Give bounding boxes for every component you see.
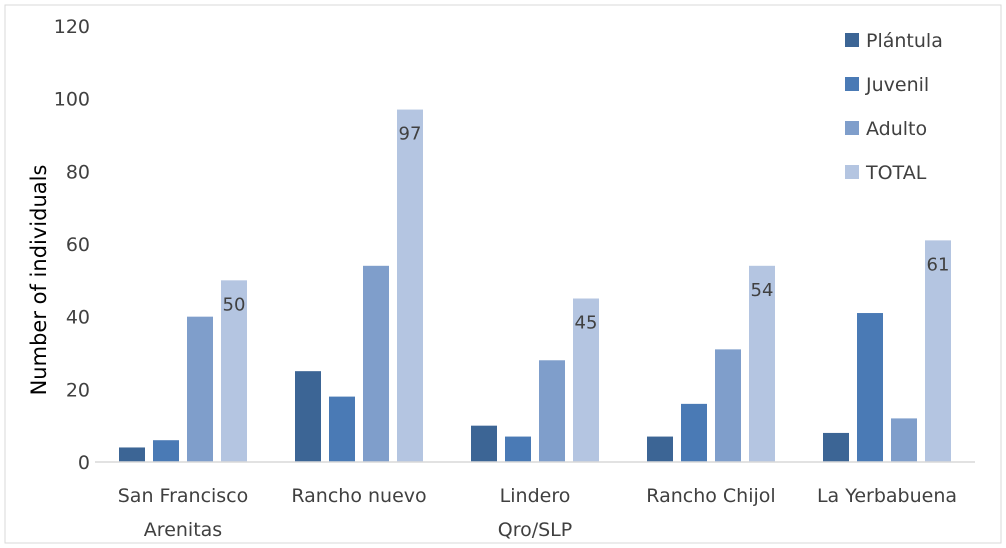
bar-total-4 xyxy=(925,240,951,462)
legend-swatch xyxy=(845,165,859,179)
data-label: 45 xyxy=(575,313,598,334)
x-axis-labels: San Francisco Arenitas Rancho nuevo Lindero… xyxy=(118,485,957,541)
y-axis-title: Number of individuals xyxy=(27,165,51,396)
y-axis-ticks: 0 20 40 60 80 100 120 xyxy=(54,16,90,474)
data-labels: 50 97 45 54 61 xyxy=(223,124,950,334)
bar-total-3 xyxy=(749,265,775,462)
data-label: 50 xyxy=(223,294,246,315)
y-tick-label: 120 xyxy=(54,16,90,38)
bar-juvenil-0 xyxy=(153,440,179,462)
x-tick-label: Qro/SLP xyxy=(498,519,572,541)
y-tick-label: 20 xyxy=(66,379,90,401)
y-tick-label: 0 xyxy=(78,452,90,474)
legend-swatch xyxy=(845,77,859,91)
bar-pl-ntula-0 xyxy=(119,447,145,462)
legend-label: TOTAL xyxy=(865,162,927,184)
bar-adulto-2 xyxy=(539,360,565,462)
x-tick-label: Rancho Chijol xyxy=(646,485,775,507)
bar-total-0 xyxy=(221,280,247,462)
data-label: 61 xyxy=(927,254,950,275)
data-label: 97 xyxy=(399,124,422,145)
x-tick-label: Rancho nuevo xyxy=(291,485,426,507)
bars xyxy=(119,109,951,463)
bar-total-2 xyxy=(573,298,599,462)
bar-adulto-4 xyxy=(891,418,917,462)
x-tick-label: Lindero xyxy=(500,485,571,507)
bar-juvenil-2 xyxy=(505,436,531,462)
legend: Plántula Juvenil Adulto TOTAL xyxy=(845,30,943,184)
data-label: 54 xyxy=(751,280,774,301)
legend-label: Juvenil xyxy=(865,74,929,96)
x-tick-label: Arenitas xyxy=(144,519,222,541)
x-tick-label: La Yerbabuena xyxy=(817,485,957,507)
bar-adulto-0 xyxy=(187,316,213,462)
bar-adulto-3 xyxy=(715,349,741,462)
bar-pl-ntula-4 xyxy=(823,432,849,462)
bar-total-1 xyxy=(397,109,423,463)
bar-juvenil-4 xyxy=(857,313,883,462)
y-tick-label: 40 xyxy=(66,307,90,329)
bar-adulto-1 xyxy=(363,265,389,462)
bar-juvenil-1 xyxy=(329,396,355,462)
y-tick-label: 80 xyxy=(66,161,90,183)
x-tick-label: San Francisco xyxy=(118,485,249,507)
bar-pl-ntula-1 xyxy=(295,371,321,462)
legend-swatch xyxy=(845,33,859,47)
y-tick-label: 60 xyxy=(66,234,90,256)
y-tick-label: 100 xyxy=(54,89,90,111)
legend-swatch xyxy=(845,121,859,135)
bar-pl-ntula-2 xyxy=(471,425,497,462)
legend-label: Plántula xyxy=(866,30,943,52)
bar-juvenil-3 xyxy=(681,403,707,462)
legend-label: Adulto xyxy=(866,118,927,140)
bar-pl-ntula-3 xyxy=(647,436,673,462)
